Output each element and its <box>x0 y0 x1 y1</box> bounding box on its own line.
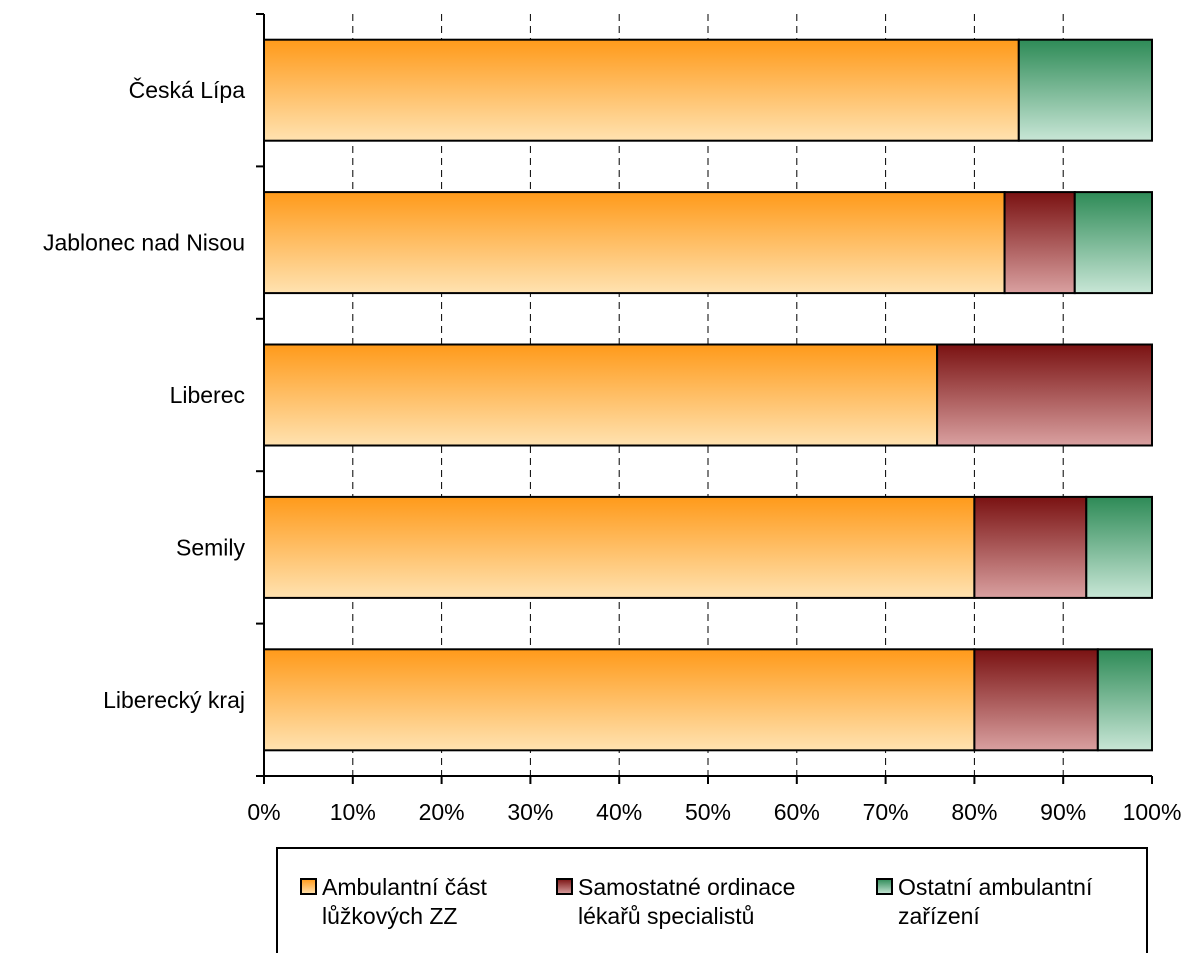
bar-jablonec-nad-nisou-series-3 <box>1073 191 1154 295</box>
x-tick-label: 80% <box>951 799 997 825</box>
category-label: Semily <box>176 534 246 560</box>
bar-liberecky-kraj-series-1 <box>263 648 976 752</box>
x-tick-label: 0% <box>247 799 280 825</box>
legend-swatch <box>876 878 893 895</box>
legend-label: lékařů specialistů <box>578 903 754 929</box>
x-tick-label: 50% <box>685 799 731 825</box>
bar-ceska-lipa-series-3 <box>1017 38 1153 142</box>
legend-label: zařízení <box>898 903 980 929</box>
legend-label: Ambulantní část <box>322 874 488 900</box>
tick-labels: 0% 10% 20% 30% 40% 50% 60% 70% 80% 90% 100% <box>247 799 1181 825</box>
category-label: Česká Lípa <box>129 76 246 103</box>
category-label: Jablonec nad Nisou <box>43 230 245 256</box>
legend-label: Ostatní ambulantní <box>898 874 1093 900</box>
legend-swatch <box>556 878 573 895</box>
bar-liberecky-kraj-series-2 <box>973 648 1099 752</box>
bar-ceska-lipa-series-1 <box>263 38 1020 142</box>
bar-jablonec-nad-nisou-series-1 <box>263 191 1006 295</box>
legend: Ambulantní část lůžkových ZZ Samostatné or… <box>276 847 1148 953</box>
x-tick-label: 60% <box>774 799 820 825</box>
category-label: Liberec <box>170 382 245 408</box>
axes <box>256 13 1153 784</box>
bar-liberec-series-1 <box>263 343 939 447</box>
legend-swatch <box>300 878 317 895</box>
x-tick-label: 90% <box>1040 799 1086 825</box>
legend-label: lůžkových ZZ <box>322 903 457 929</box>
x-tick-label: 20% <box>419 799 465 825</box>
legend-label: Samostatné ordinace <box>578 874 795 900</box>
bars <box>263 38 1154 752</box>
bar-semily-series-1 <box>263 495 976 599</box>
legend-box <box>276 847 1148 953</box>
bar-semily-series-3 <box>1085 495 1153 599</box>
x-tick-label: 30% <box>507 799 553 825</box>
bar-liberec-series-2 <box>936 343 1153 447</box>
category-labels: Česká Lípa Jablonec nad Nisou Liberec Semil… <box>43 76 246 713</box>
bar-jablonec-nad-nisou-series-2 <box>1003 191 1076 295</box>
bar-semily-series-2 <box>973 495 1088 599</box>
x-tick-label: 100% <box>1123 799 1182 825</box>
bar-liberecky-kraj-series-3 <box>1096 648 1154 752</box>
x-tick-label: 10% <box>330 799 376 825</box>
category-label: Liberecký kraj <box>103 687 245 713</box>
x-tick-label: 70% <box>863 799 909 825</box>
x-tick-label: 40% <box>596 799 642 825</box>
